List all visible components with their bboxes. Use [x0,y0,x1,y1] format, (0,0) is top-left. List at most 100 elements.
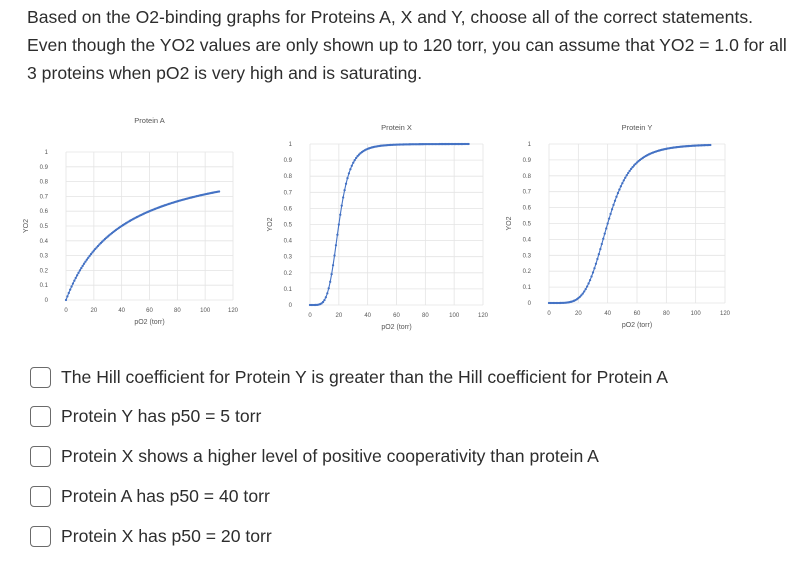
option-2[interactable]: Protein Y has p50 = 5 torr [30,402,770,430]
protein-x-data-point [327,287,330,290]
protein-x-data-point [350,164,353,167]
protein-y-data-point [605,227,608,230]
protein-x-data-point [467,142,470,146]
protein-a-x-tick-label: 100 [200,308,211,314]
option-3-checkbox[interactable] [30,445,51,467]
protein-y-data-point [583,290,586,293]
option-1[interactable]: The Hill coefficient for Protein Y is gr… [30,363,770,391]
protein-a-data-point [77,271,80,274]
protein-y-data-point [632,164,636,167]
option-2-label: Protein Y has p50 = 5 torr [61,405,262,426]
protein-a-data-point [70,285,73,288]
protein-x-data-point [336,233,339,236]
protein-y-data-point [628,169,631,173]
protein-a-x-tick-label: 80 [174,308,181,314]
protein-x-data-point [357,153,361,156]
protein-y-title: Protein Y [622,123,653,132]
protein-a-x-tick-label: 40 [118,308,125,314]
protein-x-data-point [333,254,336,257]
protein-y-y-tick-label: 0.3 [523,253,532,259]
protein-x-x-tick-label: 0 [308,313,312,319]
protein-y-data-point [590,275,593,278]
protein-x-data-point [340,204,343,207]
protein-y-x-tick-label: 20 [575,311,582,317]
protein-y-data-point [584,288,587,291]
protein-y-data-point [600,242,603,246]
option-4[interactable]: Protein A has p50 = 40 torr [30,482,770,510]
protein-y-data-point [599,247,602,251]
protein-x-data-point [356,155,359,158]
protein-y-data-point [612,203,615,207]
protein-y-data-point [625,174,628,177]
protein-y-y-tick-label: 0.8 [523,174,532,180]
protein-x-data-point [323,298,326,302]
protein-x-y-tick-label: 0.1 [284,287,293,293]
protein-x-title: Protein X [381,123,412,132]
protein-y-y-tick-label: 0.6 [523,206,532,212]
protein-x-data-point [331,264,335,267]
protein-a-data-point [94,247,97,251]
protein-y-data-point [607,217,611,220]
protein-y-data-point [606,222,609,225]
protein-x-data-point [346,177,349,180]
protein-a-data-point [74,276,77,280]
protein-a-y-tick-label: 0.9 [40,165,49,171]
protein-a-series-line [65,190,220,301]
protein-a-y-tick-label: 0.5 [40,224,49,230]
protein-y-data-point [581,292,584,295]
protein-y-x-tick-label: 120 [720,311,731,317]
protein-a-x-axis-label: pO2 (torr) [134,319,164,326]
protein-a-data-point [92,249,95,252]
option-4-label: Protein A has p50 = 40 torr [61,485,270,506]
option-5-label: Protein X has p50 = 20 torr [61,525,272,546]
protein-a-data-point [67,291,70,295]
option-2-checkbox[interactable] [30,405,51,427]
protein-a-data-point [84,260,87,263]
option-5-checkbox[interactable] [30,525,51,547]
protein-y-data-point [597,252,601,256]
protein-y-y-tick-label: 0.7 [523,190,532,196]
protein-y-x-tick-label: 0 [547,311,551,317]
protein-a-data-point [96,244,100,248]
protein-y-data-point [602,237,605,240]
protein-y-data-point [591,271,595,274]
protein-y-x-tick-label: 60 [634,311,641,317]
chart-protein-y-svg: Protein Y 0 20 40 60 80 100 120 0 0.1 0.2 0.3 0.4 0.5… [506,123,731,329]
chart-protein-a: Protein A 0 20 40 60 80 100 120 0 0.1 0.2 0.3 0.4 0.5… [20,112,255,337]
protein-y-y-tick-label: 0.1 [523,285,532,291]
protein-x-x-tick-label: 100 [449,313,460,319]
protein-y-y-tick-label: 1 [528,142,532,148]
option-4-checkbox[interactable] [30,485,51,507]
protein-y-data-point [594,262,598,265]
protein-y-y-tick-label: 0.5 [523,222,532,228]
option-1-checkbox[interactable] [30,366,51,388]
protein-a-data-point [95,246,98,249]
protein-a-data-point [66,295,69,298]
protein-a-data-point [64,298,68,302]
protein-a-data-point [91,251,94,254]
protein-x-data-point [353,159,356,162]
chart-protein-y: Protein Y 0 20 40 60 80 100 120 0 0.1 0.2 0.3 0.4 0.5… [506,112,745,337]
protein-x-x-tick-label: 20 [335,313,342,319]
protein-a-title: Protein A [134,116,164,125]
protein-y-data-point [578,295,581,299]
option-3[interactable]: Protein X shows a higher level of positi… [30,442,770,470]
protein-x-data-point [342,196,345,199]
protein-x-data-point [329,280,332,283]
protein-a-data-point [78,269,82,272]
protein-x-data-point [354,156,358,160]
protein-a-data-point [75,274,79,277]
protein-a-data-point [217,190,221,193]
option-5[interactable]: Protein X has p50 = 20 torr [30,522,770,550]
protein-a-data-point [87,256,90,259]
protein-a-data-point [88,254,91,258]
protein-y-data-point [615,195,618,198]
protein-x-y-axis-label: YO2 [267,217,274,231]
protein-a-y-axis-label: YO2 [23,219,30,233]
protein-a-y-tick-label: 0.4 [40,239,49,245]
protein-x-x-tick-label: 80 [422,313,429,319]
protein-x-x-axis-label: pO2 (torr) [381,324,411,331]
protein-a-y-tick-label: 0.2 [40,268,49,274]
protein-x-y-tick-label: 0.2 [284,271,293,277]
protein-y-data-point [622,179,625,182]
